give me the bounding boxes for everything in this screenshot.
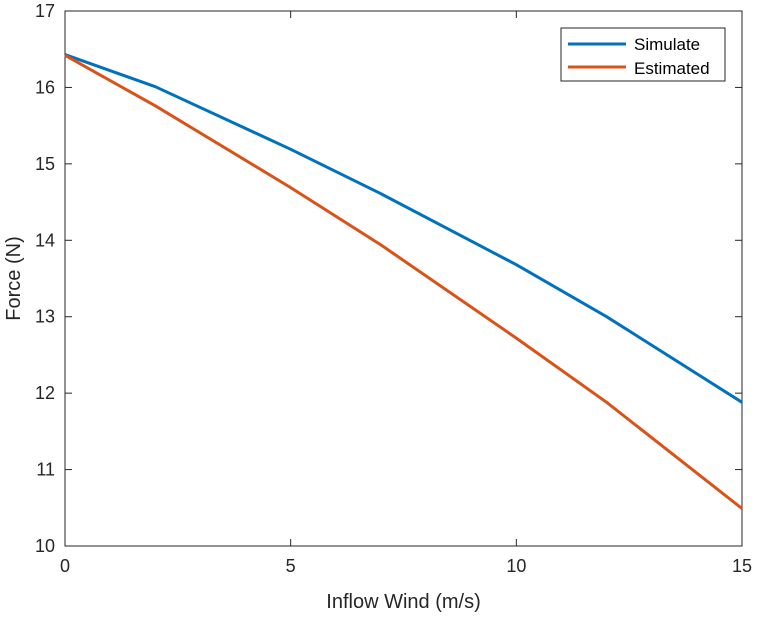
- y-tick-label: 13: [35, 307, 55, 327]
- legend-label-simulate: Simulate: [634, 35, 700, 54]
- y-tick-label: 14: [35, 230, 55, 250]
- series-line-simulate: [64, 53, 743, 404]
- y-tick-label: 17: [35, 1, 55, 21]
- y-tick-label: 12: [35, 383, 55, 403]
- legend-label-estimated: Estimated: [634, 59, 710, 78]
- y-tick-label: 16: [35, 77, 55, 97]
- x-axis-label: Inflow Wind (m/s): [326, 591, 480, 613]
- series-line-estimated: [64, 53, 743, 510]
- x-tick-label: 15: [732, 556, 752, 576]
- legend-box: [560, 27, 726, 82]
- x-tick-label: 5: [286, 556, 296, 576]
- x-tick-label: 10: [506, 556, 526, 576]
- x-axis-ticks: 0 5 10 15: [60, 11, 752, 576]
- y-axis-label: Force (N): [3, 236, 25, 320]
- y-tick-label: 10: [35, 536, 55, 556]
- y-tick-label: 11: [36, 460, 55, 480]
- x-tick-label: 0: [60, 556, 70, 576]
- series-lines: [64, 53, 743, 510]
- legend: Simulate Estimated: [560, 27, 726, 82]
- y-tick-label: 15: [35, 154, 55, 174]
- y-axis-ticks: 10 11 12 13 14 15 16 17: [35, 1, 742, 556]
- plot-area: [64, 10, 743, 547]
